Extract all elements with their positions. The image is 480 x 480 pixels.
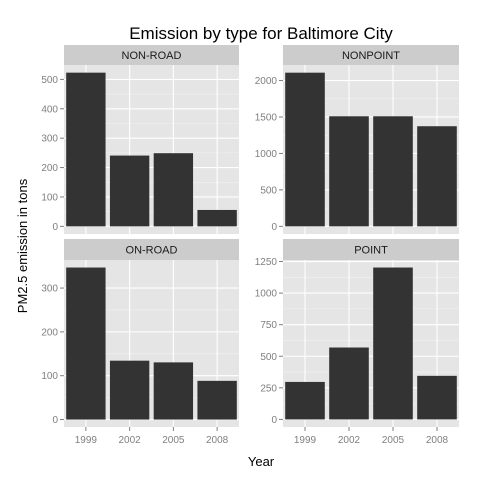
y-tick-label: 500	[41, 75, 58, 86]
y-tick-label: 100	[41, 192, 58, 203]
facet-nonpoint: NONPOINT 0 500 1000 1500 2000	[255, 45, 459, 234]
bar-nonpoint-1999	[285, 72, 325, 227]
y-tick-label: 250	[260, 383, 277, 394]
y-tick-label: 750	[260, 320, 277, 331]
bar-non-road-2002	[109, 155, 150, 227]
bar-nonpoint-2008	[417, 126, 457, 227]
bar-on-road-2005	[153, 362, 194, 420]
y-tick-label: 1250	[255, 257, 278, 268]
facet-strip	[283, 45, 459, 65]
x-tick-label: 1999	[294, 435, 317, 446]
y-tick-label: 0	[271, 415, 277, 426]
bar-point-2002	[329, 347, 369, 420]
facet-panels: NON-ROAD0100200300400500NONPOINT05001000…	[41, 45, 459, 446]
x-tick-label: 2005	[382, 435, 405, 446]
y-tick-label: 0	[271, 222, 277, 233]
y-tick-label: 200	[41, 327, 58, 338]
y-tick-label: 500	[260, 352, 277, 363]
y-tick-label: 200	[41, 163, 58, 174]
y-axis-title: PM2.5 emission in tons	[15, 178, 30, 313]
y-tick-label: 2000	[255, 76, 278, 87]
bar-nonpoint-2005	[373, 116, 413, 227]
x-tick-label: 2008	[206, 435, 229, 446]
bar-on-road-2002	[109, 360, 150, 420]
x-tick-label: 2008	[426, 435, 449, 446]
x-tick-label: 2002	[338, 435, 361, 446]
bar-point-2005	[373, 267, 413, 420]
facet-on-road: ON-ROAD 0 100 200 300 1999 2002 2005 2008	[41, 239, 239, 446]
bar-non-road-1999	[66, 72, 106, 227]
facet-strip	[64, 239, 239, 260]
y-tick-label: 1000	[255, 149, 278, 160]
y-tick-label: 300	[41, 284, 58, 295]
bar-non-road-2005	[153, 153, 194, 227]
facet-label-point: POINT	[354, 245, 388, 257]
y-tick-label: 0	[52, 415, 58, 426]
chart-title: Emission by type for Baltimore City	[129, 24, 393, 43]
x-axis-title: Year	[248, 454, 275, 469]
x-tick-label: 1999	[75, 435, 98, 446]
y-tick-label: 1500	[255, 112, 278, 123]
y-tick-label: 1000	[255, 289, 278, 300]
bar-point-1999	[285, 381, 325, 420]
facet-label-non-road: NON-ROAD	[122, 50, 182, 62]
facet-point: POINT 0 250 500 750 1000 1250 1999 2002 2005 2008	[255, 239, 459, 446]
bar-nonpoint-2002	[329, 116, 369, 227]
facet-strip	[283, 239, 459, 260]
facet-non-road: NON-ROAD 0 100 200 300 400 500	[41, 45, 239, 234]
y-tick-label: 500	[260, 185, 277, 196]
bar-on-road-2008	[197, 380, 237, 420]
facet-strip	[64, 45, 239, 65]
x-tick-label: 2002	[119, 435, 142, 446]
y-tick-label: 400	[41, 104, 58, 115]
facet-label-on-road: ON-ROAD	[126, 245, 178, 257]
facet-label-nonpoint: NONPOINT	[342, 50, 400, 62]
y-tick-label: 300	[41, 134, 58, 145]
x-tick-label: 2005	[162, 435, 185, 446]
y-tick-label: 0	[52, 222, 58, 233]
bar-non-road-2008	[197, 209, 237, 227]
y-tick-label: 100	[41, 371, 58, 382]
bar-point-2008	[417, 375, 457, 420]
bar-on-road-1999	[66, 267, 106, 420]
